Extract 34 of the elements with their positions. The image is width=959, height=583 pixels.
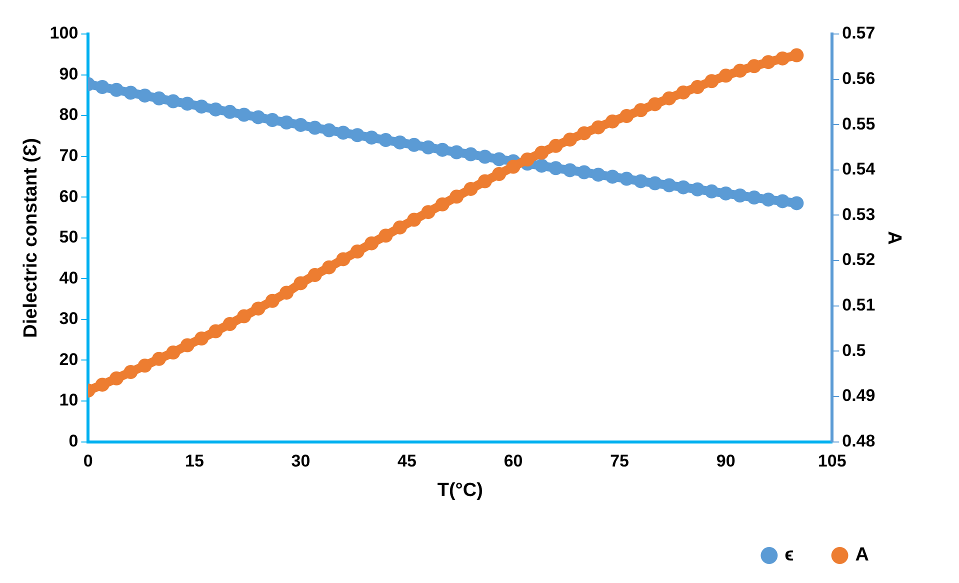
y-tick-label: 20 [59,350,78,369]
y-tick-label: 50 [59,228,78,247]
y2-tick-label: 0.5 [842,340,866,360]
y-tick-label: 70 [59,146,78,166]
x-tick-label: 75 [610,452,630,471]
y-tick-label: 90 [59,64,78,84]
y2-tick-label: 0.49 [842,386,876,406]
x-tick-label: 30 [291,452,310,471]
y2-tick-label: 0.53 [842,204,876,224]
y2-tick-label: 0.52 [842,250,876,270]
y2-tick-label: 0.48 [842,431,876,450]
y2-tick-label: 0.56 [842,69,876,88]
x-tick-label: 90 [716,452,736,471]
y-tick-label: 80 [59,105,78,124]
y2-tick-label: 0.51 [842,296,876,315]
y2-axis-title: A [883,231,904,246]
x-tick-label: 60 [504,452,523,471]
y2-tick-label: 0.57 [842,24,876,43]
x-tick-label: 0 [83,452,93,471]
y2-tick-label: 0.55 [842,114,876,134]
legend-label: ϵ [784,544,794,566]
legend-label: A [855,544,870,566]
x-tick-label: 105 [818,452,846,471]
y-tick-label: 10 [59,390,78,410]
y-tick-label: 40 [59,268,78,288]
x-axis-title: T(°C) [437,480,483,501]
x-tick-label: 15 [184,452,204,471]
y-tick-label: 0 [68,431,78,450]
y2-tick-label: 0.54 [842,160,876,179]
y-axis-title: Dielectric constant (Ɛ) [20,138,42,338]
y-tick-label: 60 [59,186,78,206]
x-tick-label: 45 [398,452,416,471]
y-tick-label: 30 [59,309,78,328]
y-tick-label: 100 [50,24,78,43]
